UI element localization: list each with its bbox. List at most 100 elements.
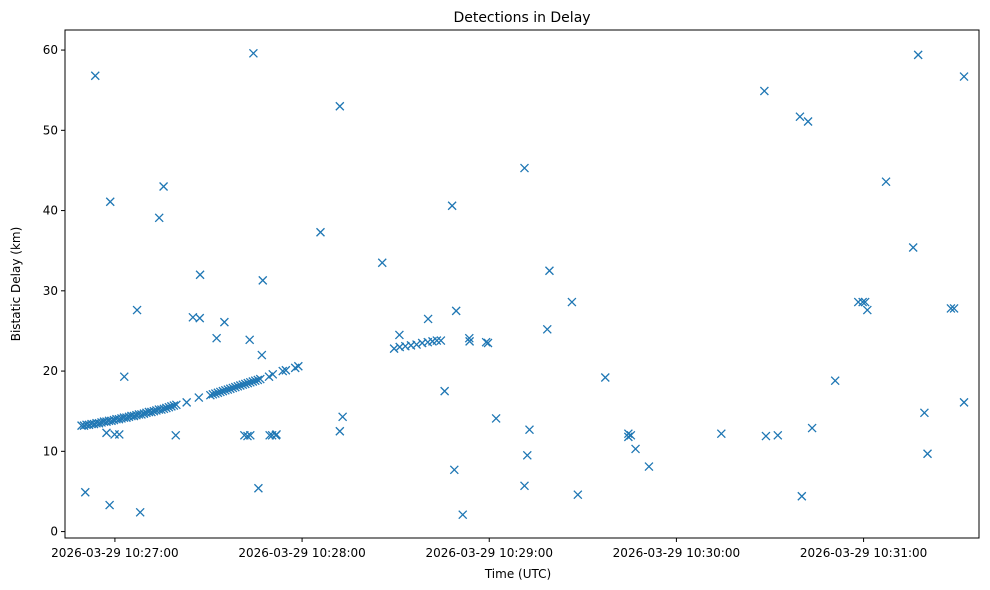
data-point-157 bbox=[946, 304, 956, 313]
data-point-36 bbox=[166, 401, 176, 411]
y-tick-label-3: 30 bbox=[43, 284, 58, 298]
plot-area bbox=[64, 29, 980, 539]
data-point-105 bbox=[258, 275, 268, 285]
data-point-34 bbox=[161, 403, 171, 413]
data-point-87 bbox=[119, 372, 129, 382]
data-point-32 bbox=[156, 405, 166, 415]
data-point-50 bbox=[228, 383, 238, 393]
data-point-82 bbox=[102, 428, 111, 438]
data-point-111 bbox=[335, 426, 345, 436]
x-axis-label: Time (UTC) bbox=[484, 567, 551, 581]
data-point-104 bbox=[257, 350, 267, 360]
data-point-100 bbox=[245, 430, 255, 440]
data-point-127 bbox=[522, 450, 532, 460]
data-point-52 bbox=[233, 381, 243, 391]
data-point-38 bbox=[171, 400, 181, 410]
data-point-149 bbox=[858, 297, 868, 307]
data-point-116 bbox=[423, 314, 433, 324]
data-point-46 bbox=[218, 386, 228, 396]
x-tick-label-4: 2026-03-29 10:31:00 bbox=[800, 546, 927, 560]
data-point-117 bbox=[440, 386, 450, 396]
data-point-29 bbox=[149, 406, 159, 416]
data-point-41 bbox=[205, 390, 215, 400]
data-point-53 bbox=[235, 381, 245, 390]
chart-title: Detections in Delay bbox=[453, 10, 590, 26]
data-point-123 bbox=[465, 336, 475, 346]
x-tick-label-2: 2026-03-29 10:29:00 bbox=[426, 546, 553, 560]
data-point-58 bbox=[248, 377, 258, 386]
data-point-40 bbox=[194, 393, 204, 403]
data-point-99 bbox=[243, 431, 252, 441]
y-axis-label: Bistatic Delay (km) bbox=[9, 227, 23, 342]
data-point-21 bbox=[129, 411, 139, 421]
data-point-61 bbox=[255, 374, 265, 384]
data-point-79 bbox=[483, 338, 493, 348]
data-point-144 bbox=[797, 491, 807, 501]
y-tick-label-1: 10 bbox=[43, 444, 58, 458]
x-tick-label-0: 2026-03-29 10:27:00 bbox=[51, 546, 178, 560]
data-point-90 bbox=[154, 213, 164, 223]
data-point-124 bbox=[491, 413, 501, 423]
data-point-136 bbox=[626, 430, 636, 440]
data-point-113 bbox=[338, 412, 348, 422]
data-point-114 bbox=[377, 258, 387, 268]
y-axis-ticks: 0 10 20 30 40 50 60 bbox=[43, 43, 65, 539]
data-point-86 bbox=[110, 430, 120, 439]
data-point-37 bbox=[169, 401, 179, 411]
data-point-42 bbox=[208, 389, 218, 399]
data-point-44 bbox=[213, 388, 223, 398]
data-point-125 bbox=[520, 163, 529, 173]
data-point-160 bbox=[959, 397, 969, 407]
data-point-39 bbox=[182, 397, 192, 407]
data-point-129 bbox=[542, 324, 552, 334]
data-point-65 bbox=[281, 365, 291, 375]
data-point-95 bbox=[195, 270, 205, 280]
data-point-152 bbox=[881, 177, 891, 187]
data-point-88 bbox=[132, 305, 142, 315]
data-point-131 bbox=[567, 297, 577, 307]
data-point-89 bbox=[135, 507, 145, 517]
data-point-118 bbox=[447, 201, 457, 211]
data-point-80 bbox=[80, 487, 90, 497]
data-point-51 bbox=[230, 382, 240, 392]
data-point-121 bbox=[458, 510, 468, 520]
data-point-78 bbox=[481, 337, 491, 347]
data-point-150 bbox=[860, 297, 870, 307]
data-point-28 bbox=[146, 407, 156, 417]
data-point-54 bbox=[238, 380, 248, 390]
data-point-94 bbox=[195, 313, 205, 323]
data-point-139 bbox=[716, 429, 726, 439]
data-point-146 bbox=[807, 423, 817, 433]
data-point-68 bbox=[389, 344, 399, 354]
data-point-158 bbox=[949, 304, 959, 313]
data-point-92 bbox=[171, 430, 181, 440]
data-point-85 bbox=[105, 197, 115, 207]
y-tick-label-2: 20 bbox=[43, 364, 58, 378]
data-point-141 bbox=[761, 431, 771, 441]
data-point-140 bbox=[759, 86, 769, 96]
x-axis-ticks: 2026-03-29 10:27:00 2026-03-29 10:28:00 20… bbox=[51, 538, 927, 560]
data-point-43 bbox=[210, 389, 220, 399]
data-point-154 bbox=[913, 50, 923, 60]
data-point-47 bbox=[220, 385, 230, 395]
data-point-132 bbox=[573, 490, 583, 500]
data-point-35 bbox=[164, 402, 174, 412]
data-point-143 bbox=[795, 112, 805, 122]
y-tick-label-6: 60 bbox=[43, 43, 58, 57]
data-point-130 bbox=[544, 266, 554, 276]
data-point-91 bbox=[159, 182, 169, 191]
y-tick-label-0: 0 bbox=[50, 525, 58, 539]
data-point-96 bbox=[212, 333, 222, 343]
data-point-25 bbox=[139, 409, 149, 419]
data-point-147 bbox=[830, 376, 840, 386]
data-point-142 bbox=[773, 430, 783, 440]
data-point-15 bbox=[114, 414, 124, 424]
data-point-49 bbox=[225, 384, 235, 394]
data-point-126 bbox=[520, 481, 529, 491]
data-point-24 bbox=[136, 409, 146, 419]
data-point-60 bbox=[253, 375, 263, 385]
data-point-155 bbox=[919, 408, 929, 418]
data-point-12 bbox=[107, 416, 116, 426]
data-point-148 bbox=[853, 297, 863, 307]
